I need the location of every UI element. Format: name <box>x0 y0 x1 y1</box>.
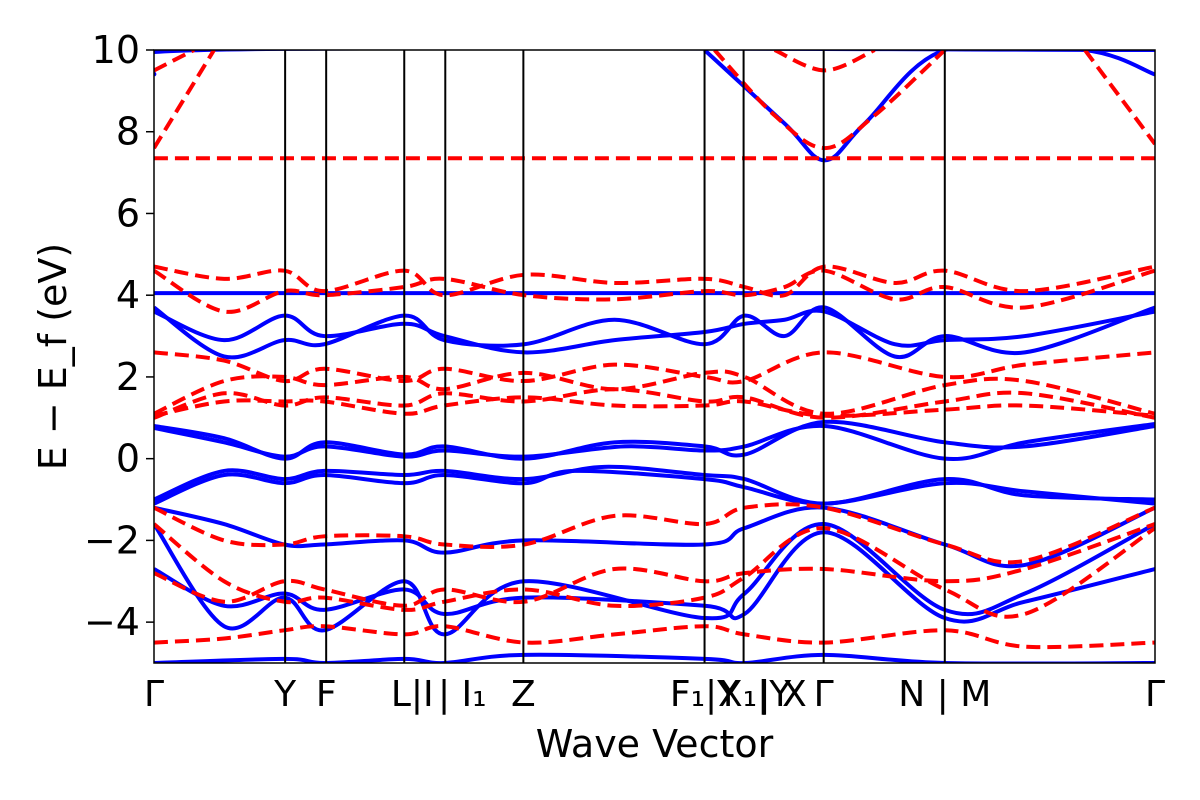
y-tick-label: 0 <box>116 437 140 481</box>
dashed-band-13 <box>154 522 1155 608</box>
y-tick-label: −2 <box>84 518 140 562</box>
dashed-band-2 <box>154 50 195 73</box>
x-tick-label: Z <box>511 674 536 715</box>
solid-band-8 <box>154 305 1155 360</box>
dashed-band-6 <box>154 264 1155 298</box>
y-tick-label: 8 <box>116 110 140 154</box>
y-tick-label: 2 <box>116 355 140 399</box>
solid-band-5 <box>154 464 1155 506</box>
x-tick-label: F₁|Y <box>670 674 740 715</box>
dashed-band-8 <box>154 350 1155 385</box>
dashed-band-5 <box>1083 50 1155 146</box>
y-axis-label: E − E_f (eV) <box>31 243 75 471</box>
dashed-band-1 <box>154 50 216 150</box>
dashed-band-14 <box>154 624 1155 650</box>
x-tick-label: | I₁ <box>438 674 487 715</box>
x-tick-label: Γ <box>1145 674 1165 715</box>
y-tick-label: −4 <box>84 600 140 644</box>
dashed-band-4 <box>773 50 876 73</box>
x-tick-label: Γ <box>144 674 164 715</box>
y-tick-label: 6 <box>116 191 140 235</box>
high-symmetry-lines <box>284 50 946 663</box>
x-tick-label: Γ <box>814 674 834 715</box>
dashed-band-3 <box>713 50 947 151</box>
x-tick-label: X₁|Y <box>718 674 792 715</box>
y-axis-ticks: −4 −2 0 2 4 6 8 10 <box>84 28 154 644</box>
dashed-band-12 <box>154 502 1155 565</box>
x-tick-label: | X <box>759 674 807 715</box>
y-tick-label: 10 <box>92 28 140 72</box>
solid-band-11 <box>154 50 1155 77</box>
x-tick-label: F <box>316 674 337 715</box>
plot-frame <box>153 49 1156 664</box>
dashed-band-10 <box>154 387 1155 420</box>
solid-band-2 <box>154 530 1155 624</box>
x-tick-label: L|I <box>391 674 434 715</box>
x-axis-label: Wave Vector <box>536 722 774 766</box>
solid-band-12 <box>703 50 1155 163</box>
solid-band-9 <box>154 308 1155 355</box>
x-tick-label: N | M <box>898 674 991 715</box>
spin-down-bands <box>154 50 1155 650</box>
y-tick-label: 4 <box>116 273 140 317</box>
dashed-band-15 <box>154 522 1155 619</box>
x-tick-label: Y <box>273 674 297 715</box>
dashed-band-11 <box>154 395 1155 418</box>
